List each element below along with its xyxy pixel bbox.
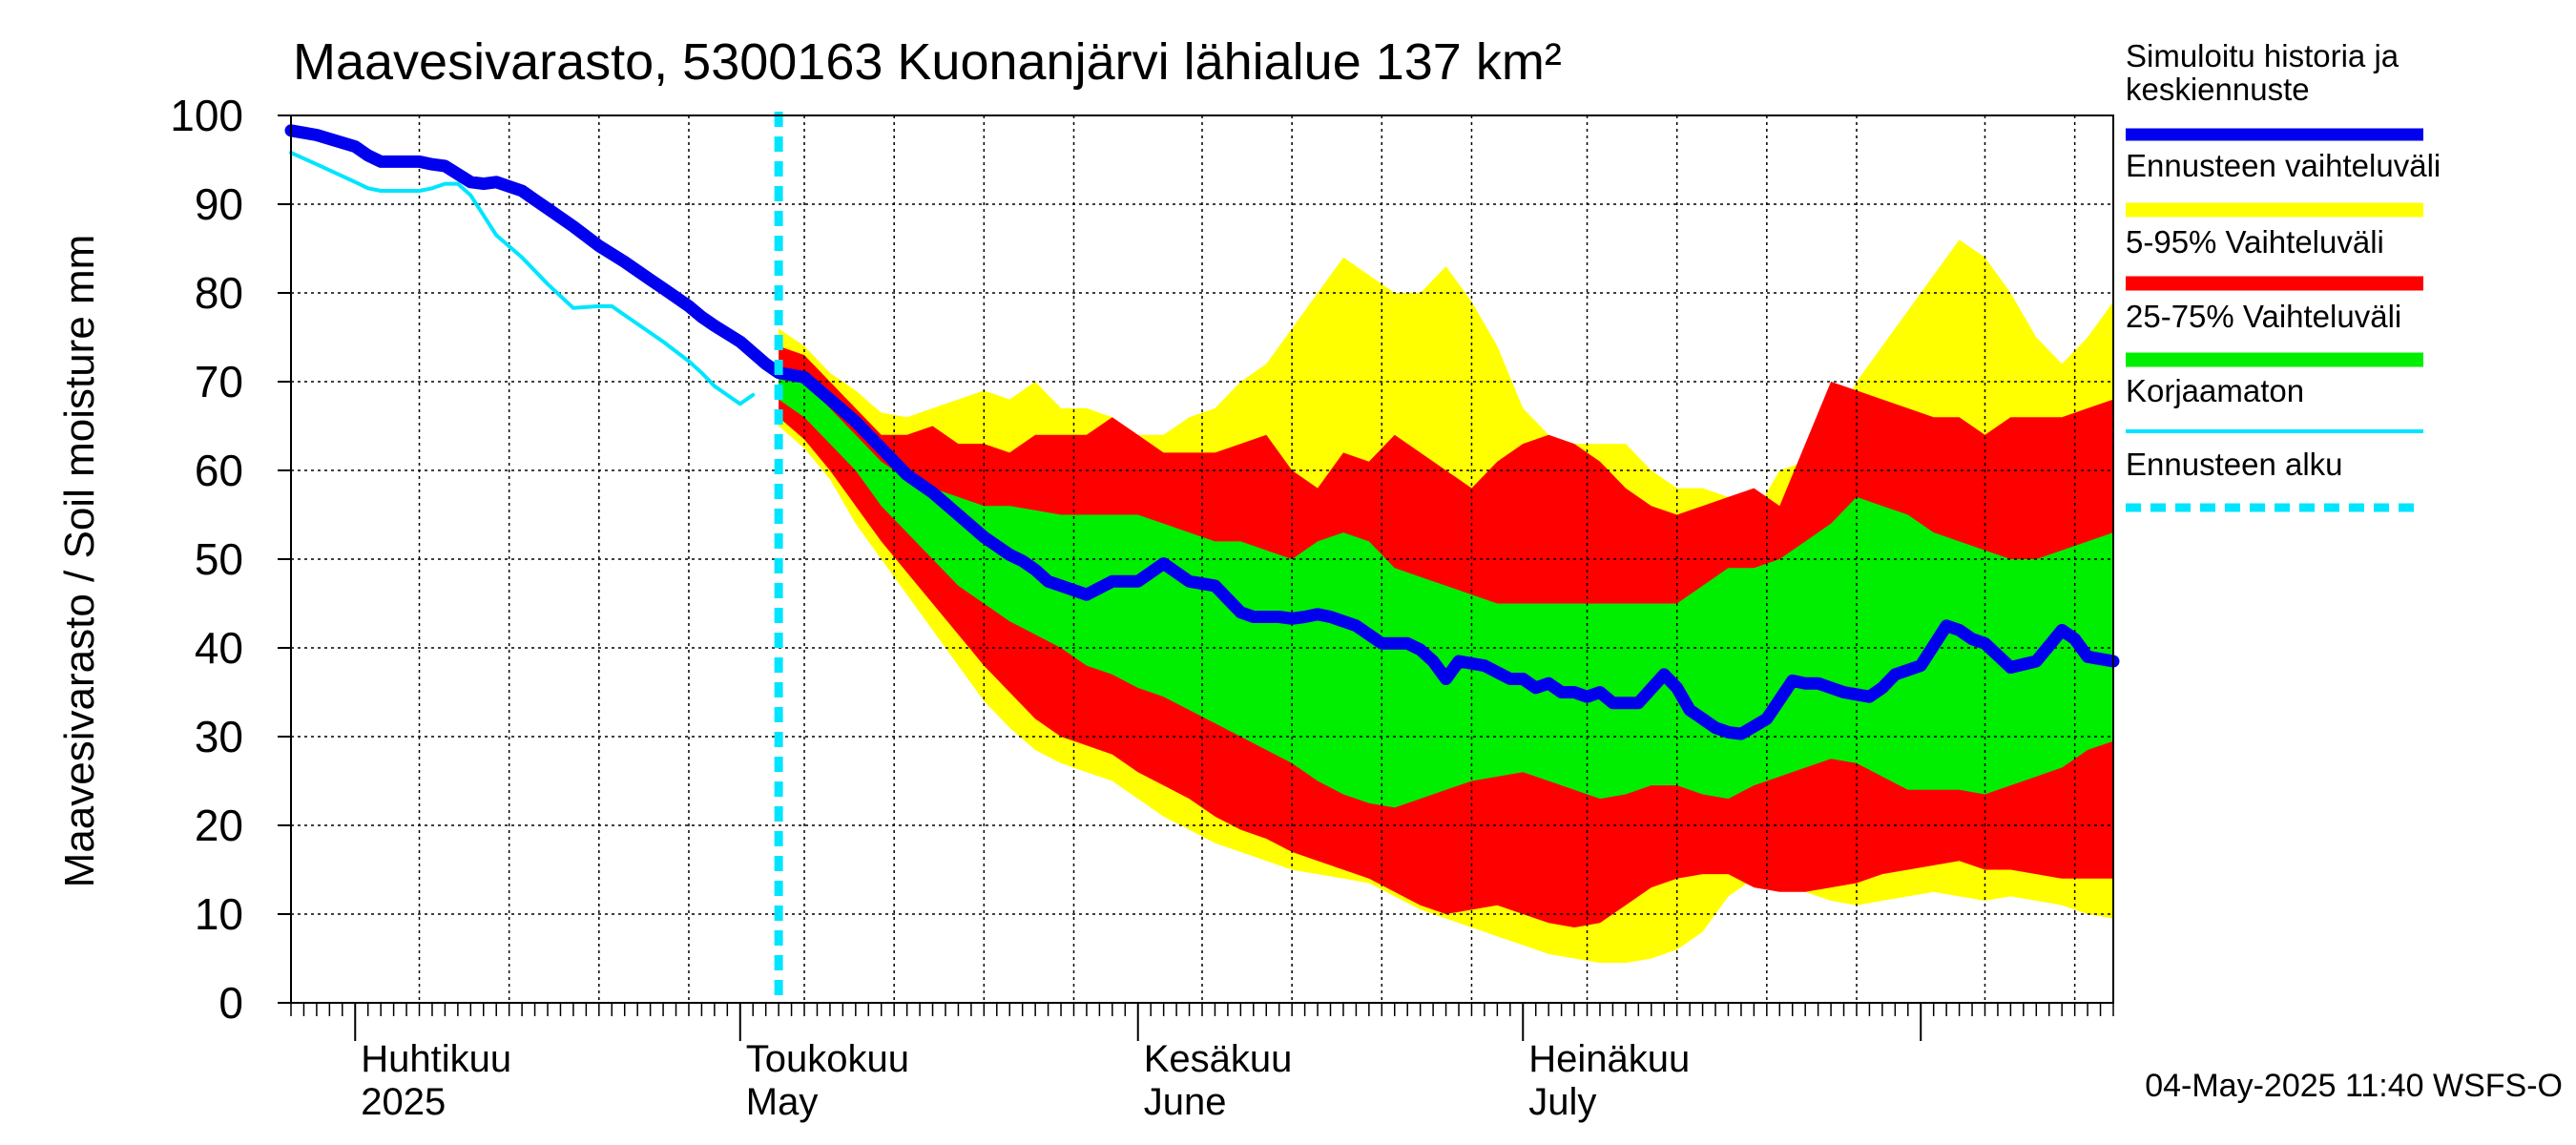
x-month-sublabel: May	[746, 1081, 819, 1123]
x-month-sublabel: 2025	[361, 1081, 446, 1123]
x-month-sublabel: June	[1144, 1081, 1227, 1123]
series-lines	[284, 124, 2120, 740]
legend-label: Korjaamaton	[2126, 373, 2304, 408]
y-tick-label: 40	[195, 623, 243, 673]
grid	[290, 115, 2113, 1003]
y-axis-label: Maavesivarasto / Soil moisture mm	[56, 235, 103, 888]
series-uncorrected	[289, 151, 756, 406]
footer-timestamp: 04-May-2025 11:40 WSFS-O	[2145, 1068, 2563, 1104]
y-tick-label: 50	[195, 534, 243, 584]
x-month-sublabel: July	[1528, 1081, 1596, 1123]
legend: Simuloitu historia ja keskiennuste Ennuste…	[2126, 38, 2441, 512]
y-tick-label: 70	[195, 357, 243, 406]
legend-label: Simuloitu historia ja keskiennuste	[2126, 38, 2399, 107]
y-tick-label: 30	[195, 712, 243, 761]
y-tick-label: 0	[218, 978, 243, 1028]
legend-label: 25-75% Vaihteluväli	[2126, 299, 2401, 334]
series-simulated-mean	[284, 124, 2120, 740]
y-tick-label: 90	[195, 179, 243, 229]
x-month-label: Heinäkuu	[1528, 1038, 1690, 1080]
legend-label: Ennusteen alku	[2126, 447, 2343, 482]
legend-label: 5-95% Vaihteluväli	[2126, 224, 2384, 260]
y-tick-label: 10	[195, 889, 243, 939]
x-month-label: Huhtikuu	[361, 1038, 511, 1080]
y-tick-label: 100	[170, 91, 243, 140]
x-month-label: Toukokuu	[746, 1038, 909, 1080]
x-month-label: Kesäkuu	[1144, 1038, 1293, 1080]
legend-label: Ennusteen vaihteluväli	[2126, 148, 2441, 183]
chart-title: Maavesivarasto, 5300163 Kuonanjärvi lähi…	[293, 33, 1562, 91]
y-tick-label: 60	[195, 446, 243, 495]
y-tick-label: 80	[195, 268, 243, 318]
y-tick-label: 20	[195, 801, 243, 850]
forecast-bands	[779, 239, 2113, 964]
